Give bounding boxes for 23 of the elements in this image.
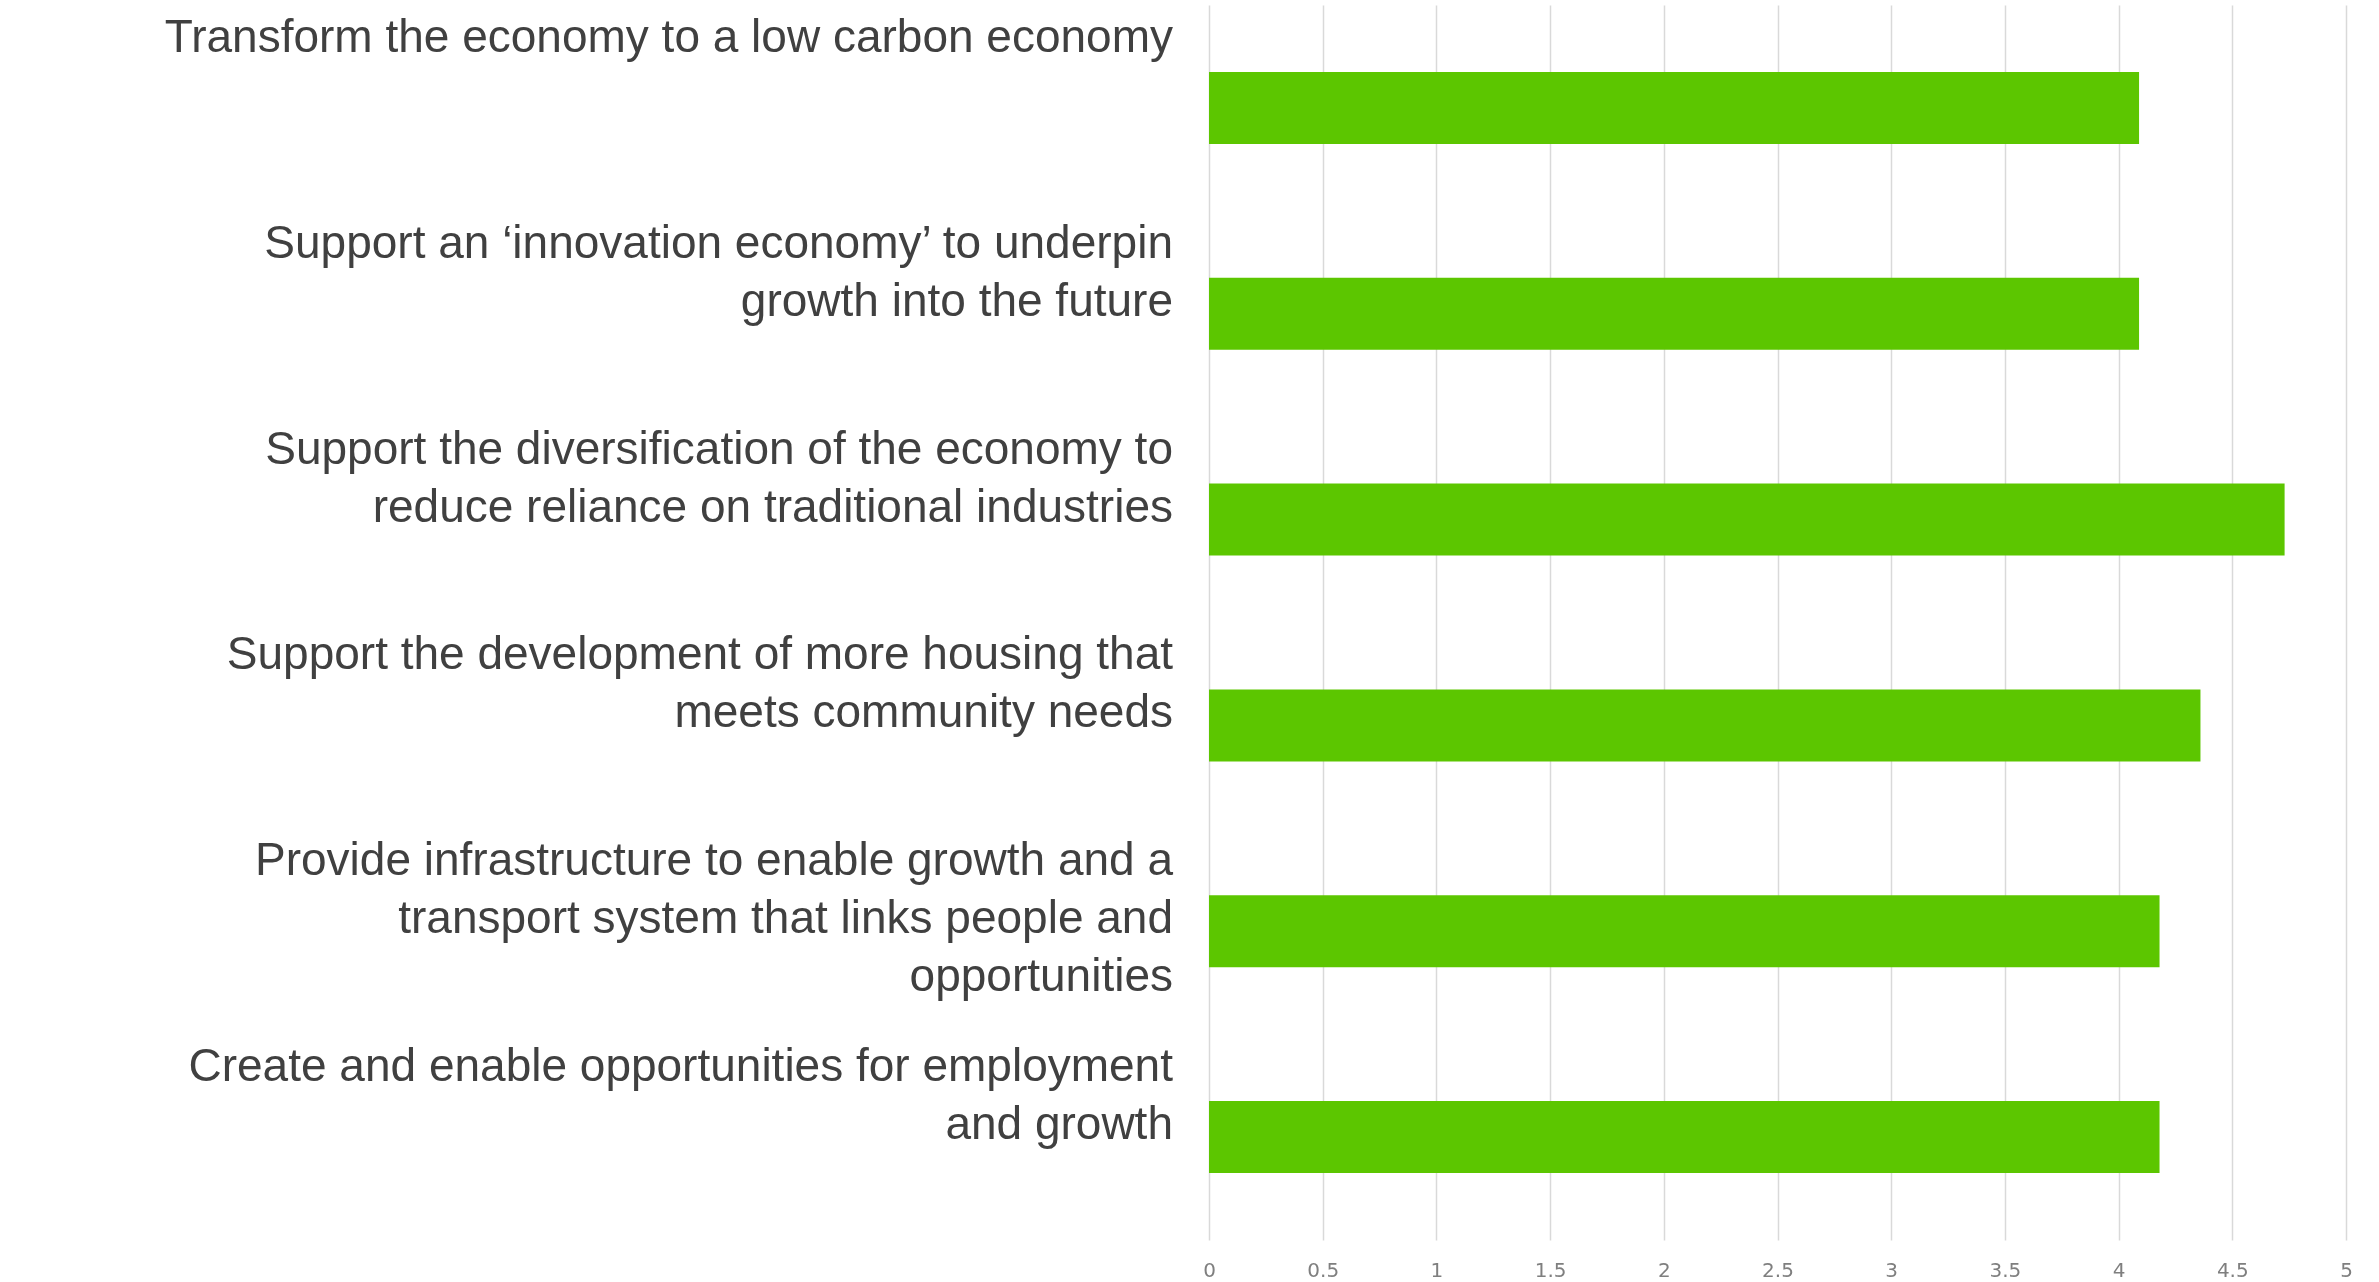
x-tick-label: 0.5	[1307, 1257, 1340, 1282]
y-tick-label: Transform the economy to a low carbon economy	[164, 9, 1173, 62]
y-tick-label: Provide infrastructure to enable growth and a transport system that links people and opportunities	[255, 833, 1174, 1002]
bar	[1209, 1101, 2160, 1174]
y-tick-label: Support the diversification of the economy to reduce reliance on traditional industries	[265, 421, 1173, 532]
x-tick-label: 2	[1657, 1257, 1671, 1282]
x-tick-label: 1.5	[1534, 1257, 1567, 1282]
bar	[1209, 277, 2140, 350]
x-tick-label: 2.5	[1762, 1257, 1794, 1282]
x-tick-label: 3.5	[1989, 1257, 2022, 1282]
bar	[1209, 895, 2160, 968]
x-tick-label: 4	[2112, 1257, 2126, 1282]
x-tick-label: 3	[1885, 1257, 1899, 1282]
x-tick-label: 5	[2340, 1257, 2353, 1282]
bar	[1209, 483, 2285, 556]
y-tick-label: Create and enable opportunities for employment and growth	[188, 1039, 1174, 1150]
x-tick-label: 0	[1203, 1257, 1216, 1282]
y-tick-label: Support the development of more housing that meets community needs	[226, 627, 1174, 738]
bar	[1209, 71, 2140, 144]
x-tick-label: 4.5	[2216, 1257, 2249, 1282]
y-tick-label: Support an ‘innovation economy’ to underpin growth into the future	[264, 215, 1173, 326]
x-tick-label: 1	[1430, 1257, 1444, 1282]
bar	[1209, 689, 2201, 762]
